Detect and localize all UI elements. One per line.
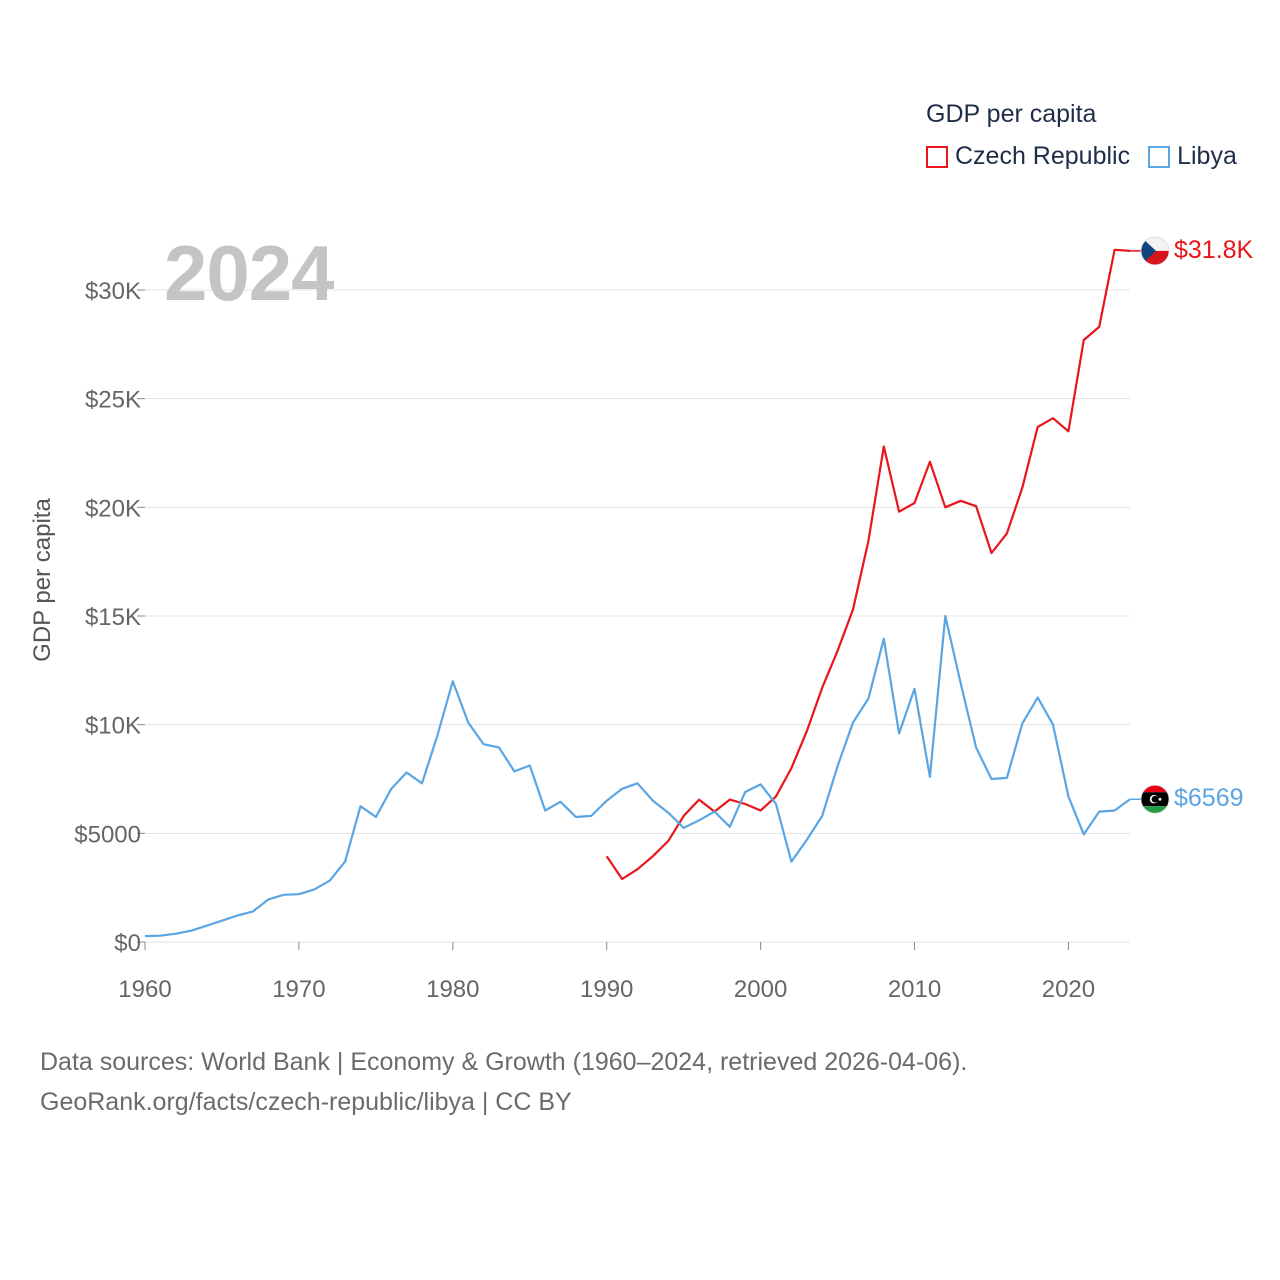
series-lines [144,248,1131,938]
flag-libya [1140,784,1170,814]
legend-label-czech-republic: Czech Republic [955,142,1131,170]
legend-item-libya[interactable]: Libya [1148,142,1237,171]
data-source-note: Data sources: World Bank | Economy & Gro… [40,1042,967,1122]
y-axis-title: GDP per capita [29,498,56,662]
gridlines [145,289,1130,943]
legend: Czech Republic Libya [926,142,1255,171]
x-tick-label: 2000 [734,976,787,1003]
x-tick-label: 1990 [580,976,633,1003]
y-axis-ticks: $0 $5000 $10K $15K $20K $25K $30K [74,278,145,957]
series-endpoints [1130,236,1170,814]
x-tick-label: 1960 [118,976,171,1003]
y-tick-label: $15K [85,604,141,631]
y-tick-label: $5000 [74,821,141,848]
legend-item-czech-republic[interactable]: Czech Republic [926,142,1130,171]
y-tick-label: $25K [85,387,141,414]
y-tick-label: $0 [114,930,141,957]
czech-end-value-label: $31.8K [1174,235,1254,264]
libya-end-value-label: $6569 [1174,784,1244,813]
legend-swatch-czech-republic [926,145,948,168]
y-tick-label: $20K [85,495,141,522]
legend-title: GDP per capita [926,100,1097,128]
source-line-2: GeoRank.org/facts/czech-republic/libya |… [40,1088,572,1116]
series-line-libya [144,614,1131,938]
x-tick-label: 2010 [888,976,941,1003]
x-tick-label: 2020 [1042,976,1095,1003]
x-tick-label: 1970 [272,976,325,1003]
current-year-label: 2024 [164,229,335,317]
series-line-czech-republic [605,248,1131,881]
legend-label-libya: Libya [1177,142,1237,170]
legend-swatch-libya [1148,145,1171,168]
flag-czech-republic [1140,236,1170,266]
x-tick-label: 1980 [426,976,479,1003]
x-axis-ticks: 1960 1970 1980 1990 2000 2010 2020 [118,942,1095,1003]
source-line-1: Data sources: World Bank | Economy & Gro… [40,1048,968,1076]
y-tick-label: $10K [85,713,141,740]
y-tick-label: $30K [85,278,141,305]
